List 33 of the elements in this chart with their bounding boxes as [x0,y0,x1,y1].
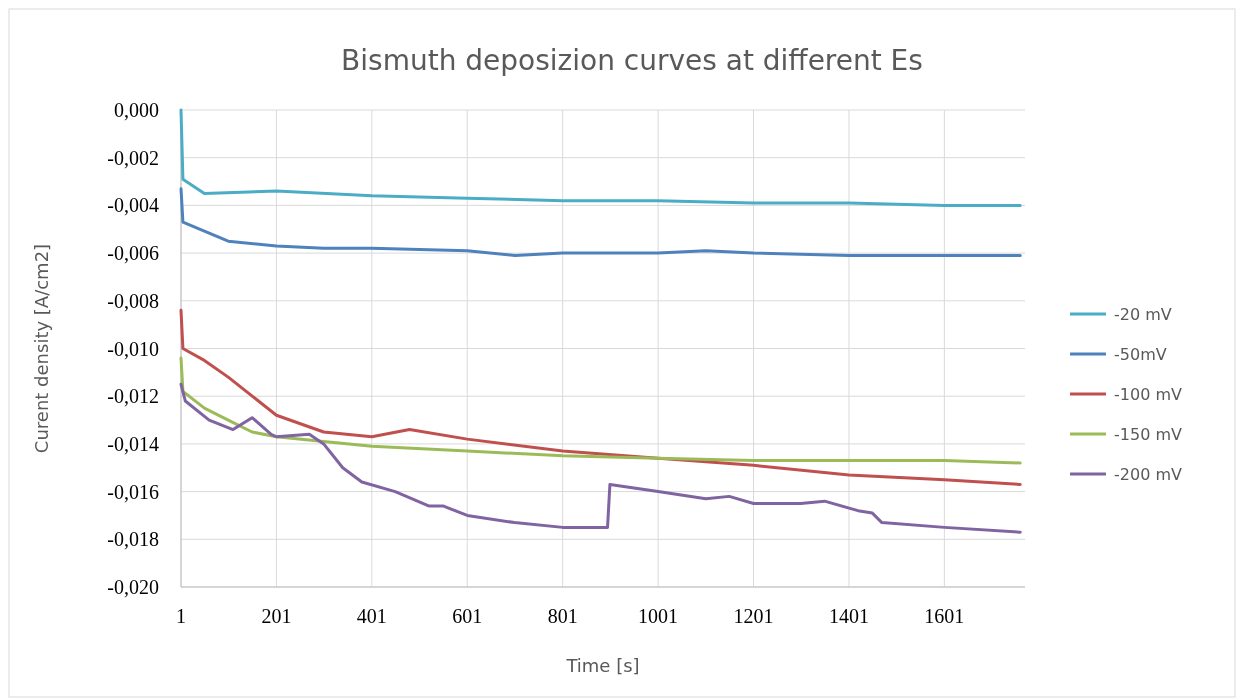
x-tick-label: 601 [452,605,483,627]
x-tick-label: 1 [176,605,186,627]
x-axis-title: Time [s] [565,655,640,676]
line-series [179,382,1022,534]
x-tick-label: 1001 [638,605,679,627]
y-tick-label: -0,002 [107,146,159,169]
y-tick-label: -0,014 [107,432,159,455]
y-tick-label: -0,016 [107,480,159,503]
legend-label: -20 mV [1114,304,1172,324]
line-series [179,187,1022,257]
y-tick-label: -0,004 [107,194,159,217]
y-tick-label: -0,010 [107,337,159,360]
legend-label: -50mV [1114,344,1167,364]
line-series [179,356,1022,465]
y-tick-label: -0,018 [107,528,159,551]
x-tick-label: 1401 [828,605,869,627]
chart-title: Bismuth deposizion curves at different Es [341,44,923,77]
x-tick-label: 801 [547,605,578,627]
y-tick-label: -0,006 [107,242,159,265]
legend-label: -200 mV [1114,464,1182,484]
legend-label: -150 mV [1114,424,1182,444]
legend-label: -100 mV [1114,384,1182,404]
x-tick-label: 1601 [924,605,965,627]
line-series [179,108,1022,207]
y-tick-label: 0,000 [114,99,159,121]
x-tick-label: 401 [356,605,387,627]
line-series [179,308,1022,486]
y-axis-title: Curent density [A/cm2] [31,243,52,454]
y-tick-label: -0,020 [107,576,159,598]
x-tick-label: 1201 [733,605,774,627]
y-tick-label: -0,008 [107,289,159,312]
x-tick-label: 201 [261,605,292,627]
y-tick-label: -0,012 [107,385,159,408]
